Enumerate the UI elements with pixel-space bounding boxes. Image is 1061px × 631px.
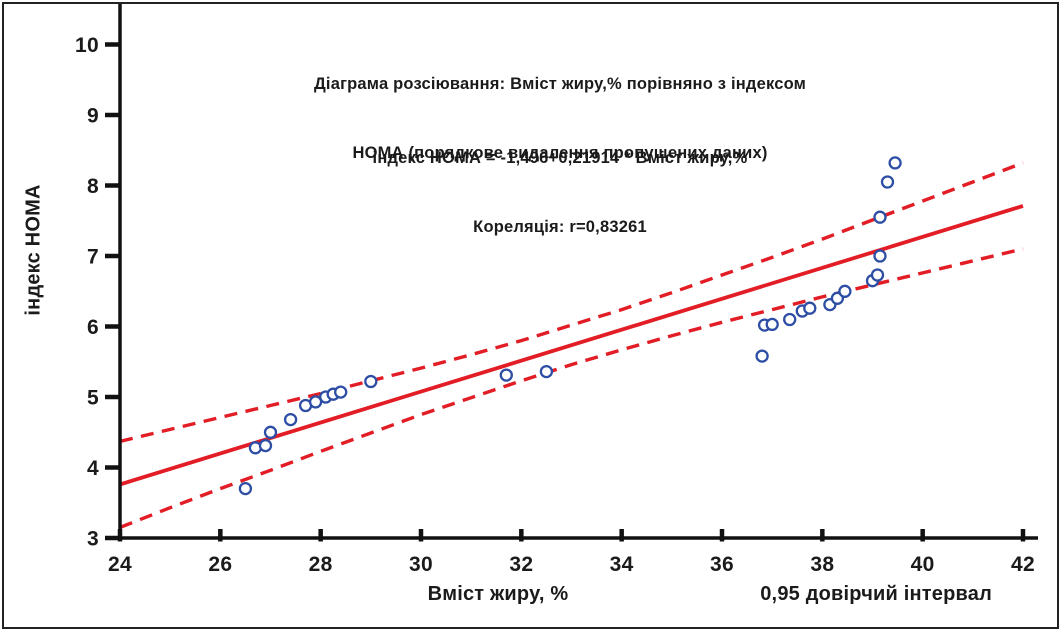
regression-annotation: індекс НОМА = -1,496+0,21914 * Вміст жир… xyxy=(60,101,1060,262)
data-point xyxy=(334,385,348,399)
chart-title: Діаграма розсіювання: Вміст жиру,% порів… xyxy=(60,27,1060,188)
correlation-coefficient: Кореляція: r=0,83261 xyxy=(473,218,647,236)
data-point xyxy=(838,284,852,298)
chart-title-line2: НОМА (порядкове видалення пропущених дан… xyxy=(352,144,768,162)
y-tick-label: 6 xyxy=(87,316,99,339)
data-point xyxy=(873,210,887,224)
x-tick-label: 32 xyxy=(509,553,533,576)
data-point xyxy=(263,425,278,439)
data-point xyxy=(364,374,378,389)
data-point xyxy=(873,249,887,263)
data-point xyxy=(783,312,797,327)
data-point xyxy=(803,301,817,315)
x-tick-label: 38 xyxy=(810,553,834,576)
data-point xyxy=(499,368,513,382)
data-point xyxy=(870,268,885,282)
confidence-band-lower xyxy=(119,247,1024,529)
data-point xyxy=(308,395,323,409)
y-tick-label: 8 xyxy=(87,175,99,198)
data-point xyxy=(765,317,779,332)
x-tick-label: 42 xyxy=(1011,553,1035,576)
x-axis-title: Вміст жиру, % xyxy=(427,583,569,605)
x-tick-label: 24 xyxy=(108,553,132,576)
y-tick-label: 9 xyxy=(87,105,99,128)
regression-equation: індекс НОМА = -1,496+0,21914 * Вміст жир… xyxy=(372,149,748,167)
x-tick-label: 28 xyxy=(309,553,333,576)
y-tick-label: 5 xyxy=(87,387,99,410)
data-point xyxy=(258,438,273,453)
x-tick-label: 40 xyxy=(911,553,935,576)
chart-title-line1: Діаграма розсіювання: Вміст жиру,% порів… xyxy=(313,75,807,93)
data-point xyxy=(880,175,895,189)
x-tick-label: 34 xyxy=(610,553,634,576)
confidence-band-upper xyxy=(119,161,1024,444)
data-point xyxy=(539,364,554,379)
y-axis-title: індекс НОМА xyxy=(22,184,45,316)
confidence-interval-legend: 0,95 довірчий інтервал xyxy=(760,583,992,605)
x-tick-label: 30 xyxy=(409,553,433,576)
x-tick-label: 36 xyxy=(710,553,734,576)
x-tick-label: 26 xyxy=(208,553,232,576)
data-point xyxy=(238,481,253,496)
data-point xyxy=(888,156,902,170)
y-tick-label: 3 xyxy=(87,528,99,551)
y-tick-label: 4 xyxy=(87,457,99,480)
data-point xyxy=(283,412,298,427)
data-point xyxy=(755,349,769,363)
y-tick-label: 10 xyxy=(75,34,99,57)
y-tick-label: 7 xyxy=(87,246,99,269)
